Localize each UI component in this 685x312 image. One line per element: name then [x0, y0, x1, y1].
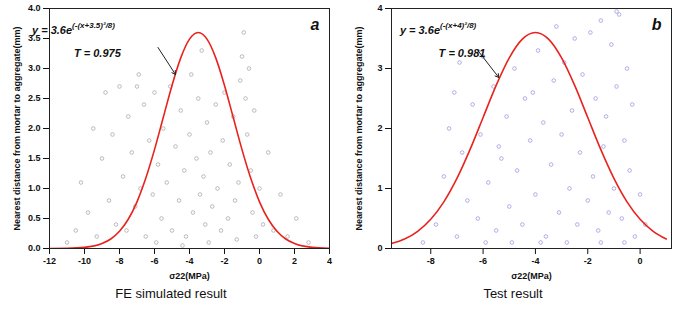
svg-text:1.5: 1.5	[28, 153, 41, 163]
svg-text:-12: -12	[43, 256, 56, 266]
svg-text:-8: -8	[427, 256, 435, 266]
svg-text:σ22(MPa): σ22(MPa)	[169, 271, 210, 281]
svg-text:-2: -2	[220, 256, 228, 266]
svg-text:3.5: 3.5	[28, 33, 41, 44]
svg-text:1: 1	[377, 183, 382, 193]
svg-text:b: b	[652, 16, 662, 33]
svg-text:-10: -10	[78, 256, 91, 266]
svg-text:-6: -6	[479, 256, 487, 266]
svg-text:4: 4	[377, 3, 382, 13]
svg-text:T = 0.981: T = 0.981	[439, 47, 486, 59]
svg-text:0.5: 0.5	[28, 213, 41, 223]
svg-text:3: 3	[377, 63, 382, 73]
svg-text:2: 2	[377, 123, 382, 133]
svg-text:0: 0	[638, 256, 643, 266]
svg-text:y = 3.6e(-(x+3.5)²/8): y = 3.6e(-(x+3.5)²/8)	[31, 21, 115, 36]
svg-text:-8: -8	[115, 256, 123, 266]
svg-text:4.0: 4.0	[28, 3, 41, 13]
svg-text:4: 4	[327, 256, 332, 266]
svg-text:y = 3.6e(-(x+4)²/8): y = 3.6e(-(x+4)²/8)	[399, 21, 477, 36]
svg-text:1.0: 1.0	[28, 183, 41, 193]
svg-text:Nearest distance from mortar t: Nearest distance from mortar to aggregat…	[12, 26, 22, 230]
svg-text:a: a	[311, 16, 320, 33]
svg-text:2: 2	[292, 256, 297, 266]
svg-text:-2: -2	[584, 256, 592, 266]
svg-text:T = 0.975: T = 0.975	[74, 47, 122, 59]
svg-text:0: 0	[377, 243, 382, 253]
svg-text:0: 0	[257, 256, 262, 266]
svg-text:σ22(MPa): σ22(MPa)	[511, 271, 552, 281]
svg-text:2.0: 2.0	[28, 123, 41, 133]
svg-text:2.5: 2.5	[28, 93, 41, 103]
svg-text:-6: -6	[150, 256, 158, 266]
svg-text:0.0: 0.0	[28, 243, 41, 253]
svg-text:3.0: 3.0	[28, 63, 41, 73]
svg-text:Nearest distance from mortar t: Nearest distance from mortar to aggregat…	[354, 26, 364, 230]
html-text:FE simulated result: FE simulated result	[115, 286, 227, 301]
svg-text:-4: -4	[185, 256, 193, 266]
html-text:Test result: Test result	[483, 286, 543, 301]
svg-text:-4: -4	[531, 256, 539, 266]
